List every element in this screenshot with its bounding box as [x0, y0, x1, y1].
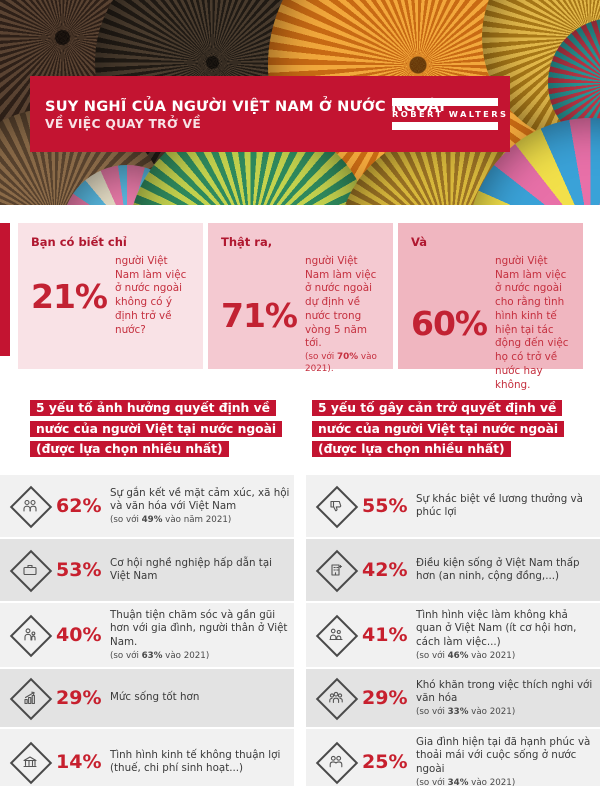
- factor-percent: 40%: [56, 624, 102, 647]
- factor-row: 29% Khó khăn trong việc thích nghi với v…: [306, 669, 600, 728]
- factor-note: (so với 33% vào 2021): [416, 707, 516, 718]
- living-conditions-icon: [314, 548, 359, 593]
- factor-text: Điều kiện sống ở Việt Nam thấp hơn (an n…: [416, 556, 580, 583]
- culture-group-icon: [314, 676, 359, 721]
- factor-percent: 55%: [362, 495, 408, 518]
- factor-note: (so với 34% vào 2021): [416, 778, 516, 786]
- logo-bar-top: [392, 98, 498, 106]
- stat-value: 71%: [221, 295, 298, 335]
- factor-percent: 62%: [56, 495, 102, 518]
- factor-percent: 25%: [362, 751, 408, 774]
- page-title: SUY NGHĨ CỦA NGƯỜI VIỆT NAM Ở NƯỚC NGOÀI: [45, 97, 446, 115]
- job-market-icon: [314, 613, 359, 658]
- stat-intro: Và: [411, 235, 428, 249]
- factor-text: Tình hình việc làm không khả quan ở Việt…: [416, 609, 577, 648]
- key-stats-section: Bạn có biết chỉ 21% người Việt Nam làm v…: [0, 223, 600, 391]
- factor-text: Cơ hội nghề nghiệp hấp dẫn tại Việt Nam: [110, 556, 273, 583]
- family-care-icon: [8, 613, 53, 658]
- stat-text: người Việt Nam làm việc ở nước ngoài cho…: [495, 255, 569, 391]
- factor-note: (so với 46% vào 2021): [416, 651, 516, 662]
- factor-percent: 14%: [56, 751, 102, 774]
- family-icon: [8, 484, 53, 529]
- factor-percent: 53%: [56, 559, 102, 582]
- factor-row: 25% Gia đình hiện tại đã hạnh phúc và th…: [306, 729, 600, 786]
- factor-percent: 29%: [362, 687, 408, 710]
- factor-note: (so với 49% vào năm 2021): [110, 515, 232, 526]
- stat-text: người Việt Nam làm việc ở nước ngoài dự …: [305, 255, 377, 350]
- factor-row: 41% Tình hình việc làm không khả quan ở …: [306, 603, 600, 668]
- factors-left-column: 62% Sự gắn kết về mặt cảm xúc, xã hội và…: [0, 475, 294, 786]
- title-banner: SUY NGHĨ CỦA NGƯỜI VIỆT NAM Ở NƯỚC NGOÀI…: [30, 76, 510, 152]
- bank-icon: [8, 740, 53, 785]
- factors-section: 5 yếu tố ảnh hưởng quyết định về nước củ…: [0, 397, 600, 786]
- thumbs-down-icon: [314, 484, 359, 529]
- factor-text: Mức sống tốt hơn: [110, 691, 200, 704]
- factor-text: Thuận tiện chăm sóc và gần gũi hơn với g…: [110, 609, 288, 648]
- factor-row: 53% Cơ hội nghề nghiệp hấp dẫn tại Việt …: [0, 539, 294, 602]
- stat-value: 60%: [411, 304, 488, 344]
- family-abroad-icon: [314, 740, 359, 785]
- factor-row: 29% Mức sống tốt hơn: [0, 669, 294, 728]
- briefcase-icon: [8, 548, 53, 593]
- factor-percent: 29%: [56, 687, 102, 710]
- logo-bar-bottom: [392, 122, 498, 130]
- left-column-heading: 5 yếu tố ảnh hưởng quyết định về nước củ…: [30, 400, 283, 458]
- factor-text: Khó khăn trong việc thích nghi với văn h…: [416, 678, 593, 705]
- factor-text: Gia đình hiện tại đã hạnh phúc và thoải …: [416, 736, 591, 775]
- factor-percent: 42%: [362, 559, 408, 582]
- robert-walters-logo: ROBERT WALTERS: [392, 98, 509, 130]
- factor-note: (so với 63% vào 2021): [110, 651, 210, 662]
- factor-row: 55% Sự khác biệt về lương thưởng và phúc…: [306, 475, 600, 538]
- factor-row: 14% Tình hình kinh tế không thuận lợi (t…: [0, 729, 294, 786]
- stat-card: Và 60% người Việt Nam làm việc ở nước ng…: [398, 223, 583, 391]
- header-photo: SUY NGHĨ CỦA NGƯỜI VIỆT NAM Ở NƯỚC NGOÀI…: [0, 0, 600, 205]
- factor-text: Sự gắn kết về mặt cảm xúc, xã hội và văn…: [110, 486, 290, 513]
- factor-row: 42% Điều kiện sống ở Việt Nam thấp hơn (…: [306, 539, 600, 602]
- stat-value: 21%: [31, 276, 108, 316]
- red-accent-bar: [0, 223, 10, 356]
- logo-text: ROBERT WALTERS: [392, 109, 509, 119]
- factor-percent: 41%: [362, 624, 408, 647]
- factor-row: 62% Sự gắn kết về mặt cảm xúc, xã hội và…: [0, 475, 294, 538]
- stat-text: người Việt Nam làm việc ở nước ngoài khô…: [115, 255, 187, 336]
- factor-text: Tình hình kinh tế không thuận lợi (thuế,…: [110, 748, 281, 775]
- page-subtitle: VỀ VIỆC QUAY TRỞ VỀ: [45, 116, 202, 131]
- stat-card: Thật ra, 71% người Việt Nam làm việc ở n…: [208, 223, 393, 374]
- stat-intro: Bạn có biết chỉ: [31, 235, 127, 249]
- factor-text: Sự khác biệt về lương thưởng và phúc lợi: [416, 492, 583, 519]
- factors-right-column: 55% Sự khác biệt về lương thưởng và phúc…: [306, 475, 600, 786]
- right-column-heading: 5 yếu tố gây cản trở quyết định về nước …: [312, 400, 565, 458]
- growth-chart-icon: [8, 676, 53, 721]
- factor-row: 40% Thuận tiện chăm sóc và gần gũi hơn v…: [0, 603, 294, 668]
- stat-note: (so với 70% vào 2021).: [305, 352, 377, 374]
- stat-card: Bạn có biết chỉ 21% người Việt Nam làm v…: [18, 223, 203, 369]
- stat-intro: Thật ra,: [221, 235, 273, 249]
